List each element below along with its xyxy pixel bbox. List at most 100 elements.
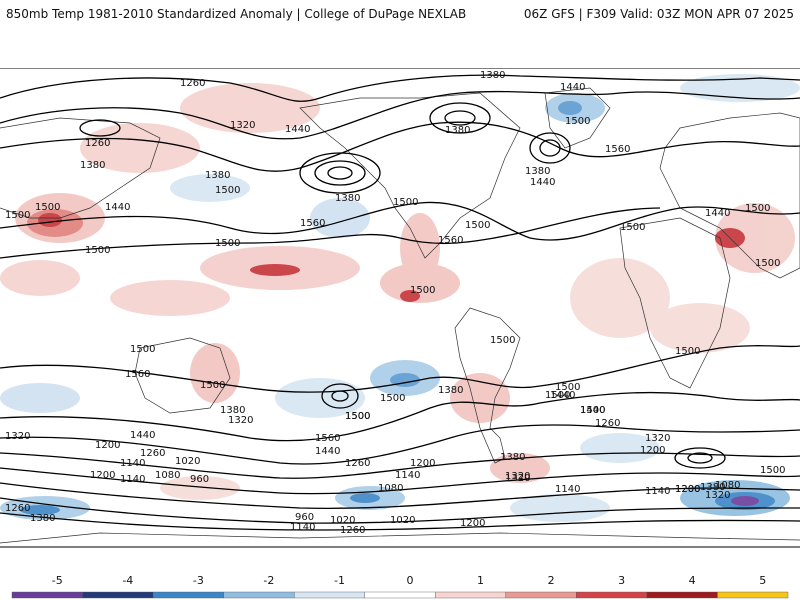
contour-label: 1500 (465, 220, 490, 231)
contour-label: 1500 (565, 116, 590, 127)
contour-1320-south (0, 452, 800, 479)
contour-label: 1440 (560, 82, 585, 93)
colorbar-swatch (82, 591, 154, 599)
contour-label: 1560 (125, 369, 150, 380)
colorbar-tick-label: -1 (334, 574, 345, 587)
contour-label: 1140 (120, 458, 145, 469)
contour-label: 1140 (395, 470, 420, 481)
low-contour-atlantic-inner (539, 139, 561, 157)
contour-label: 1500 (760, 465, 785, 476)
contour-1560-north (0, 207, 661, 259)
contour-label: 1200 (640, 445, 665, 456)
colorbar-tick-label: 1 (477, 574, 484, 587)
height-contours (0, 74, 800, 531)
contour-label: 1140 (555, 484, 580, 495)
contour-1500-south (0, 345, 800, 393)
low-contour-canada-inner (444, 110, 476, 126)
contour-label: 1440 (130, 430, 155, 441)
contour-label: 1320 (645, 433, 670, 444)
contour-label: 1440 (105, 202, 130, 213)
contour-label: 1500 (580, 405, 605, 416)
contour-label: 1380 (220, 405, 245, 416)
contour-label: 1560 (605, 144, 630, 155)
colorbar-tick-label: 5 (759, 574, 766, 587)
colorbar-tick-label: 3 (618, 574, 625, 587)
contour-label: 1260 (5, 503, 30, 514)
contour-label: 1260 (345, 458, 370, 469)
map-title: 850mb Temp 1981-2010 Standardized Anomal… (6, 7, 467, 21)
low-contour-southern-ocean (674, 447, 726, 469)
contour-label: 1080 (378, 483, 403, 494)
contour-label: 1380 (205, 170, 230, 181)
low-contour-atlantic (529, 132, 571, 164)
africa-outline (619, 217, 731, 389)
colorbar-swatch (293, 591, 365, 599)
contour-1380-north (0, 90, 800, 140)
contour-label: 1560 (438, 235, 463, 246)
colorbar-swatch (364, 591, 436, 599)
low-contour-southern-ocean-inner (687, 452, 713, 464)
low-contour-pacific-core (327, 166, 353, 180)
south-america-outline (454, 307, 521, 464)
contour-label: 960 (190, 474, 209, 485)
contour-label: 1260 (595, 418, 620, 429)
contour-label: 1500 (745, 203, 770, 214)
header-bar: 850mb Temp 1981-2010 Standardized Anomal… (0, 0, 800, 28)
colorbar-tick-label: 0 (407, 574, 414, 587)
low-contour-asia (79, 119, 121, 137)
contour-label: 1380 (500, 452, 525, 463)
contour-label: 1320 (705, 490, 730, 501)
contour-label: 1320 (505, 473, 530, 484)
contour-label: 1500 (35, 202, 60, 213)
contour-1260-south (0, 467, 800, 495)
contour-label: 1500 (130, 344, 155, 355)
contour-label: 1440 (315, 446, 340, 457)
contour-label: 1080 (715, 480, 740, 491)
colorbar-swatch (505, 591, 577, 599)
contour-label: 960 (295, 512, 314, 523)
greenland-outline (544, 87, 611, 149)
contour-label: 1260 (180, 78, 205, 89)
contour-1140-south (0, 497, 800, 524)
contour-label: 1200 (675, 484, 700, 495)
contour-label: 1500 (215, 185, 240, 196)
contour-label: 1080 (155, 470, 180, 481)
colorbar-swatch (435, 591, 507, 599)
colorbar-swatch (576, 591, 648, 599)
model-run-info: 06Z GFS | F309 Valid: 03Z MON APR 07 202… (523, 7, 794, 21)
australia-outline (134, 337, 231, 414)
contour-label: 1200 (675, 484, 700, 495)
colorbar-tick-label: -4 (122, 574, 133, 587)
contour-label: 1440 (705, 208, 730, 219)
contour-label: 1020 (330, 515, 355, 526)
colorbar-tick-label: -5 (52, 574, 63, 587)
colorbar-swatch (646, 591, 718, 599)
contour-1440-north (0, 121, 800, 172)
contour-label: 1500 (545, 390, 570, 401)
contour-label: 1380 (480, 70, 505, 81)
contour-label: 1500 (555, 382, 580, 393)
contour-label: 1260 (140, 448, 165, 459)
contour-label: 1500 (380, 393, 405, 404)
contour-label: 1020 (175, 456, 200, 467)
contour-labels: 1260 1380 1440 1320 1260 1380 1380 1500 … (5, 70, 785, 536)
contour-label: 1320 (505, 471, 530, 482)
contour-label: 1380 (335, 193, 360, 204)
contour-label: 1380 (80, 160, 105, 171)
contour-label: 1500 (755, 258, 780, 269)
contour-label: 1200 (460, 518, 485, 529)
colorbar-swatches (11, 591, 789, 599)
contour-label: 1500 (200, 380, 225, 391)
contour-label: 1260 (340, 525, 365, 536)
contour-label: 1500 (620, 222, 645, 233)
contour-label: 1020 (390, 515, 415, 526)
contour-label: 1380 (445, 125, 470, 136)
contour-1080-south (0, 512, 800, 531)
contour-label: 1500 (345, 411, 370, 422)
contour-label: 1320 (5, 431, 30, 442)
contour-label: 1500 (410, 285, 435, 296)
contour-1440-south (0, 391, 800, 442)
high-contour-south-pacific (321, 383, 359, 409)
contour-label: 1200 (90, 470, 115, 481)
contour-1500-north (0, 201, 800, 241)
